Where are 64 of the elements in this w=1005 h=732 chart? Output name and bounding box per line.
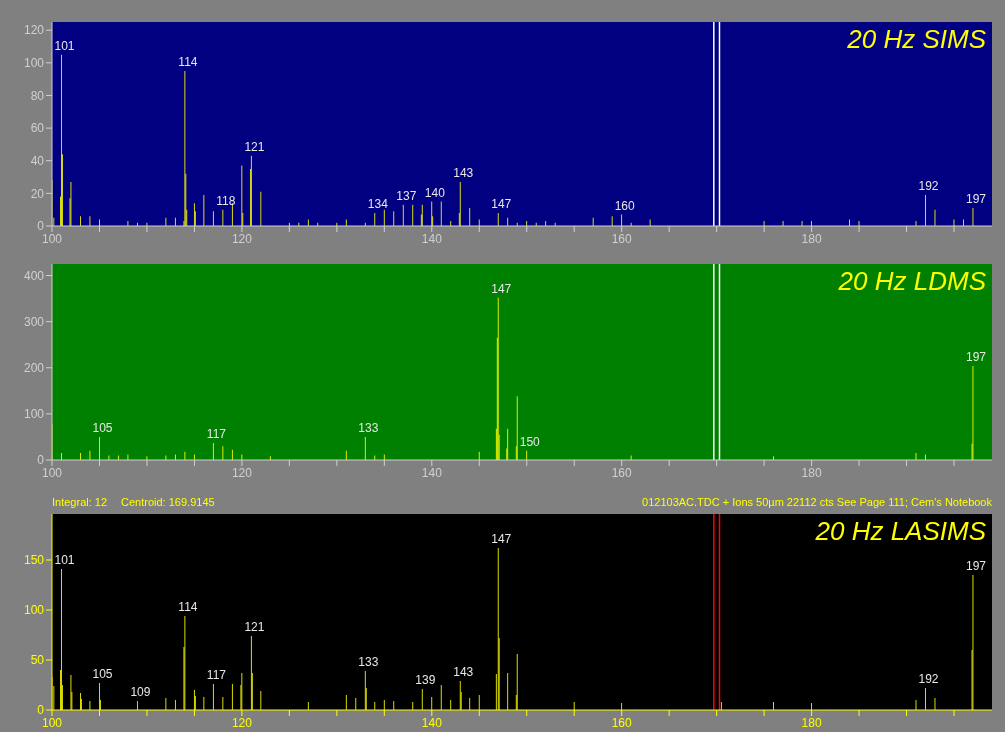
y-tick-label: 80 <box>30 88 45 103</box>
annotation: 101 <box>54 553 75 567</box>
annotation: 147 <box>491 532 512 546</box>
y-tick-label: 300 <box>23 314 45 329</box>
y-tick-label: 150 <box>23 553 45 568</box>
x-tick-label: 160 <box>611 715 633 730</box>
annotation: 121 <box>244 139 265 154</box>
y-tick-label: 40 <box>30 153 45 168</box>
y-tick-label: 200 <box>23 361 45 376</box>
y-tick-label: 120 <box>23 23 45 38</box>
annotation: 192 <box>918 672 939 686</box>
y-tick-label: 20 <box>30 186 45 201</box>
annotation: 114 <box>178 54 198 69</box>
annotation: 101 <box>54 38 75 53</box>
annotation: 160 <box>614 198 636 213</box>
x-tick-label: 120 <box>231 231 253 246</box>
chart-title: 20 Hz LASIMS <box>815 516 986 547</box>
y-tick-label: 100 <box>23 603 45 618</box>
x-tick-label: 120 <box>231 715 253 730</box>
y-tick-label: 0 <box>37 703 45 718</box>
annotation: 105 <box>92 667 113 681</box>
annotation: 197 <box>965 349 987 364</box>
y-tick-label: 50 <box>30 653 45 668</box>
annotation: 117 <box>206 668 227 682</box>
x-tick-label: 160 <box>611 231 633 246</box>
text: 012103AC.TDC + Ions 50µm 22112 cts See Page 111; Cem's Notebook <box>642 495 992 510</box>
annotation: 133 <box>358 420 379 435</box>
annotation: 150 <box>519 434 541 449</box>
chart-title: 20 Hz LDMS <box>838 266 986 297</box>
annotation: 197 <box>965 192 987 207</box>
annotation: 133 <box>358 655 379 669</box>
x-tick-label: 140 <box>421 465 443 480</box>
x-tick-label: 140 <box>421 231 443 246</box>
annotation: 121 <box>244 620 265 634</box>
x-tick-label: 180 <box>801 465 822 480</box>
x-tick-label: 180 <box>801 231 822 246</box>
annotation: 137 <box>396 188 417 203</box>
y-tick-label: 0 <box>37 453 45 468</box>
annotation: 134 <box>367 196 389 211</box>
annotation: 192 <box>918 178 939 193</box>
x-tick-label: 180 <box>801 715 822 730</box>
annotation: 143 <box>453 165 474 180</box>
y-tick-label: 400 <box>23 268 45 283</box>
annotation: 147 <box>491 196 512 211</box>
annotation: 117 <box>206 426 227 441</box>
text: Centroid: 169.9145 <box>121 495 215 510</box>
x-tick-label: 140 <box>421 715 443 730</box>
annotation: 147 <box>491 281 512 296</box>
y-tick-label: 60 <box>30 121 45 136</box>
annotation: 139 <box>415 673 436 687</box>
annotation: 118 <box>216 193 236 208</box>
chart-title: 20 Hz SIMS <box>847 24 986 55</box>
annotation: 114 <box>178 600 198 614</box>
annotation: 143 <box>453 665 474 679</box>
x-tick-label: 120 <box>231 465 253 480</box>
annotation: 105 <box>92 420 113 435</box>
annotation: 140 <box>424 185 446 200</box>
annotation: 197 <box>965 559 987 573</box>
y-tick-label: 0 <box>37 219 45 234</box>
y-tick-label: 100 <box>23 56 45 71</box>
annotation: 109 <box>130 685 151 699</box>
y-tick-label: 100 <box>23 407 45 422</box>
text: Integral: 12 <box>52 495 108 510</box>
x-tick-label: 160 <box>611 465 633 480</box>
